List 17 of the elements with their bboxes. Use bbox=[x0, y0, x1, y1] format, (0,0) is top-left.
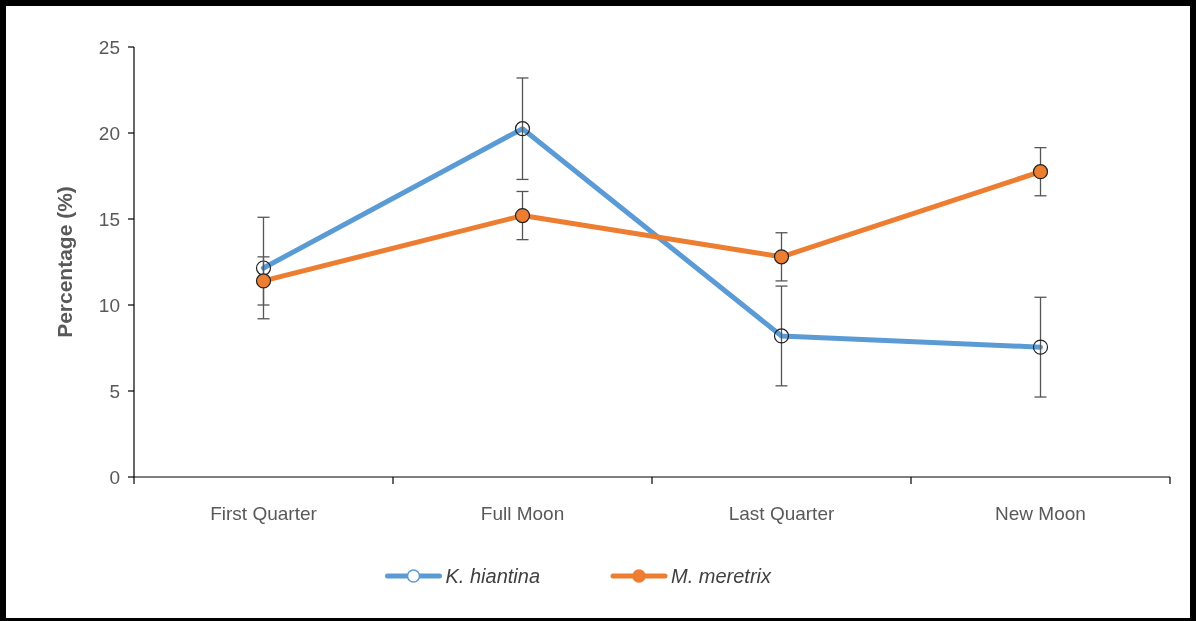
y-tick-label: 10 bbox=[98, 294, 120, 316]
x-tick-label: New Moon bbox=[995, 503, 1086, 524]
y-tick-label: 15 bbox=[98, 208, 120, 230]
point bbox=[514, 207, 531, 224]
y-tick-label: 0 bbox=[109, 466, 120, 488]
legend-label: M. meretrix bbox=[671, 565, 772, 587]
x-tick-label: First Quarter bbox=[210, 503, 318, 524]
legend-label: K. hiantina bbox=[445, 565, 541, 587]
point bbox=[255, 273, 272, 289]
point bbox=[1032, 164, 1049, 180]
x-tick-label: Full Moon bbox=[480, 503, 565, 524]
y-tick-label: 5 bbox=[109, 380, 120, 402]
x-tick-label: Last Quarter bbox=[728, 503, 835, 524]
y-tick-label: 25 bbox=[98, 36, 120, 58]
y-axis-title: Percentage (%) bbox=[53, 186, 76, 338]
y-tick-label: 20 bbox=[98, 122, 120, 144]
point bbox=[773, 249, 790, 265]
